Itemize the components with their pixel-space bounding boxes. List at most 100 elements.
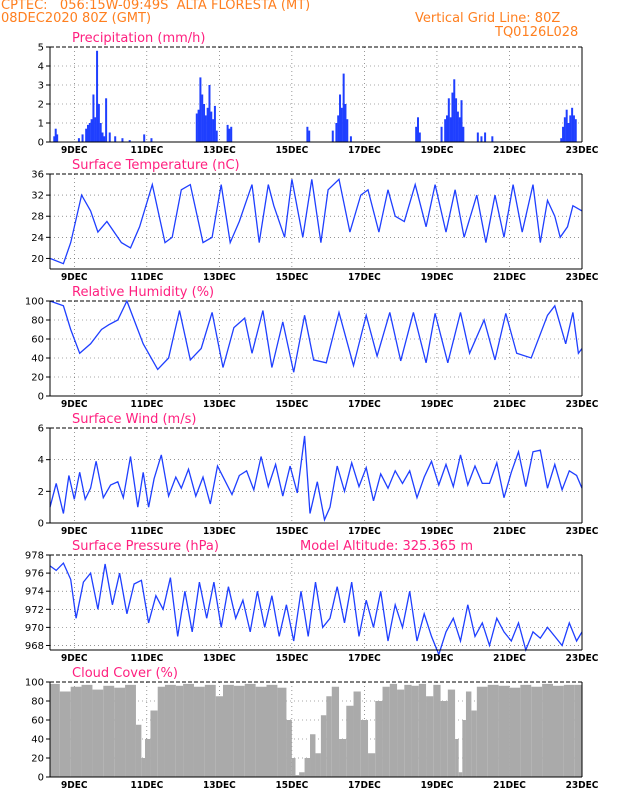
cloud-bar: [50, 683, 60, 777]
precip-bar: [197, 109, 200, 142]
cloud-bar: [59, 691, 71, 777]
cloud-bar: [339, 739, 347, 777]
y-tick-label: 1: [38, 119, 44, 130]
y-tick-label: 0: [38, 392, 44, 403]
cloud-bar: [520, 684, 532, 777]
y-tick-label: 20: [31, 754, 44, 765]
cloud-bar: [331, 686, 340, 777]
x-tick-label: 23DEC: [566, 399, 599, 410]
cloud-bar: [368, 753, 376, 777]
cloud-bar: [465, 691, 472, 777]
x-tick-label: 19DEC: [421, 526, 454, 537]
header-station: CPTEC: 056:15W-09:49S ALTA FLORESTA (MT): [1, 0, 311, 13]
cloud-bar: [215, 696, 223, 777]
x-tick-label: 17DEC: [348, 526, 381, 537]
cloud-bar: [92, 689, 104, 777]
cloud-bar: [471, 710, 477, 777]
y-tick-label: 970: [25, 623, 44, 634]
x-tick-label: 15DEC: [276, 526, 309, 537]
x-tick-label: 17DEC: [348, 145, 381, 156]
cloud-bar: [244, 683, 256, 777]
cloud-bar: [397, 689, 405, 777]
y-tick-label: 972: [25, 605, 44, 616]
precip-bar: [574, 119, 577, 142]
panel-title: Precipitation (mm/h): [72, 31, 205, 46]
precip-bar: [212, 119, 215, 142]
precip-bar: [94, 117, 97, 142]
precip-bar: [81, 134, 84, 142]
x-tick-label: 21DEC: [493, 272, 526, 283]
cloud-bar: [266, 684, 278, 777]
precip-bar: [476, 132, 479, 142]
cloud-bar: [326, 696, 332, 777]
cloud-bar: [542, 683, 553, 777]
precip-bar: [447, 98, 450, 142]
precip-bar: [563, 117, 566, 142]
y-tick-label: 2: [38, 100, 44, 111]
precip-bar: [53, 136, 56, 142]
cloud-bar: [70, 686, 82, 777]
panel-title: Cloud Cover (%): [72, 666, 178, 681]
y-tick-label: 40: [31, 735, 44, 746]
precip-bar: [213, 105, 216, 142]
y-tick-label: 3: [38, 81, 44, 92]
cloud-bar: [462, 720, 466, 777]
cloud-bar: [255, 686, 267, 777]
cloud-bar: [304, 758, 311, 777]
x-tick-label: 9DEC: [61, 526, 88, 537]
cloud-bar: [476, 686, 488, 777]
cloud-bar: [440, 701, 448, 777]
cloud-bar: [150, 710, 158, 777]
cloud-bar: [411, 685, 419, 777]
cloud-bar: [320, 715, 327, 777]
y-tick-label: 20: [31, 373, 44, 384]
x-tick-label: 15DEC: [276, 653, 309, 664]
cloud-bar: [193, 686, 205, 777]
precip-bar: [230, 126, 233, 142]
cloud-bar: [233, 685, 245, 777]
x-tick-label: 19DEC: [421, 145, 454, 156]
y-tick-label: 20: [31, 254, 44, 265]
y-tick-label: 976: [25, 569, 44, 580]
precip-bar: [306, 126, 309, 142]
precip-bar: [449, 117, 452, 142]
panel-title: Surface Temperature (nC): [72, 158, 240, 173]
precip-bar: [90, 119, 93, 142]
precip-bar: [97, 104, 100, 142]
cloud-bar: [458, 772, 463, 777]
x-tick-label: 9DEC: [61, 653, 88, 664]
panel-title: Surface Wind (m/s): [72, 412, 196, 427]
cloud-bar: [204, 684, 216, 777]
cloud-bar: [183, 683, 194, 777]
precip-bar: [92, 94, 95, 142]
x-tick-label: 13DEC: [203, 653, 236, 664]
cloud-bar: [175, 685, 184, 777]
precip-bar: [121, 138, 124, 142]
precip-bar: [340, 107, 343, 142]
x-tick-label: 9DEC: [61, 145, 88, 156]
x-tick-label: 17DEC: [348, 653, 381, 664]
panel-annotation: Model Altitude: 325.365 m: [300, 539, 473, 554]
cloud-bar: [353, 691, 361, 777]
cloud-bar: [389, 683, 398, 777]
panel-title: Relative Humidity (%): [72, 285, 214, 300]
precip-bar: [105, 98, 108, 142]
precip-bar: [150, 138, 153, 142]
cloud-bar: [157, 686, 165, 777]
cloud-bar: [114, 687, 126, 777]
precip-bar: [226, 124, 229, 142]
cloud-bar: [360, 720, 369, 777]
x-tick-label: 9DEC: [61, 399, 88, 410]
cloud-bar: [346, 705, 354, 777]
precip-bar: [569, 115, 572, 142]
precip-bar: [565, 109, 568, 142]
cloud-bar: [498, 685, 510, 777]
y-tick-label: 24: [31, 233, 44, 244]
y-tick-label: 28: [31, 212, 44, 223]
y-tick-label: 968: [25, 641, 44, 652]
cloud-bar: [291, 758, 296, 777]
cloud-bar: [277, 687, 287, 777]
precip-bar: [416, 117, 419, 142]
cloud-bar: [574, 684, 582, 777]
precip-bar: [562, 126, 565, 142]
